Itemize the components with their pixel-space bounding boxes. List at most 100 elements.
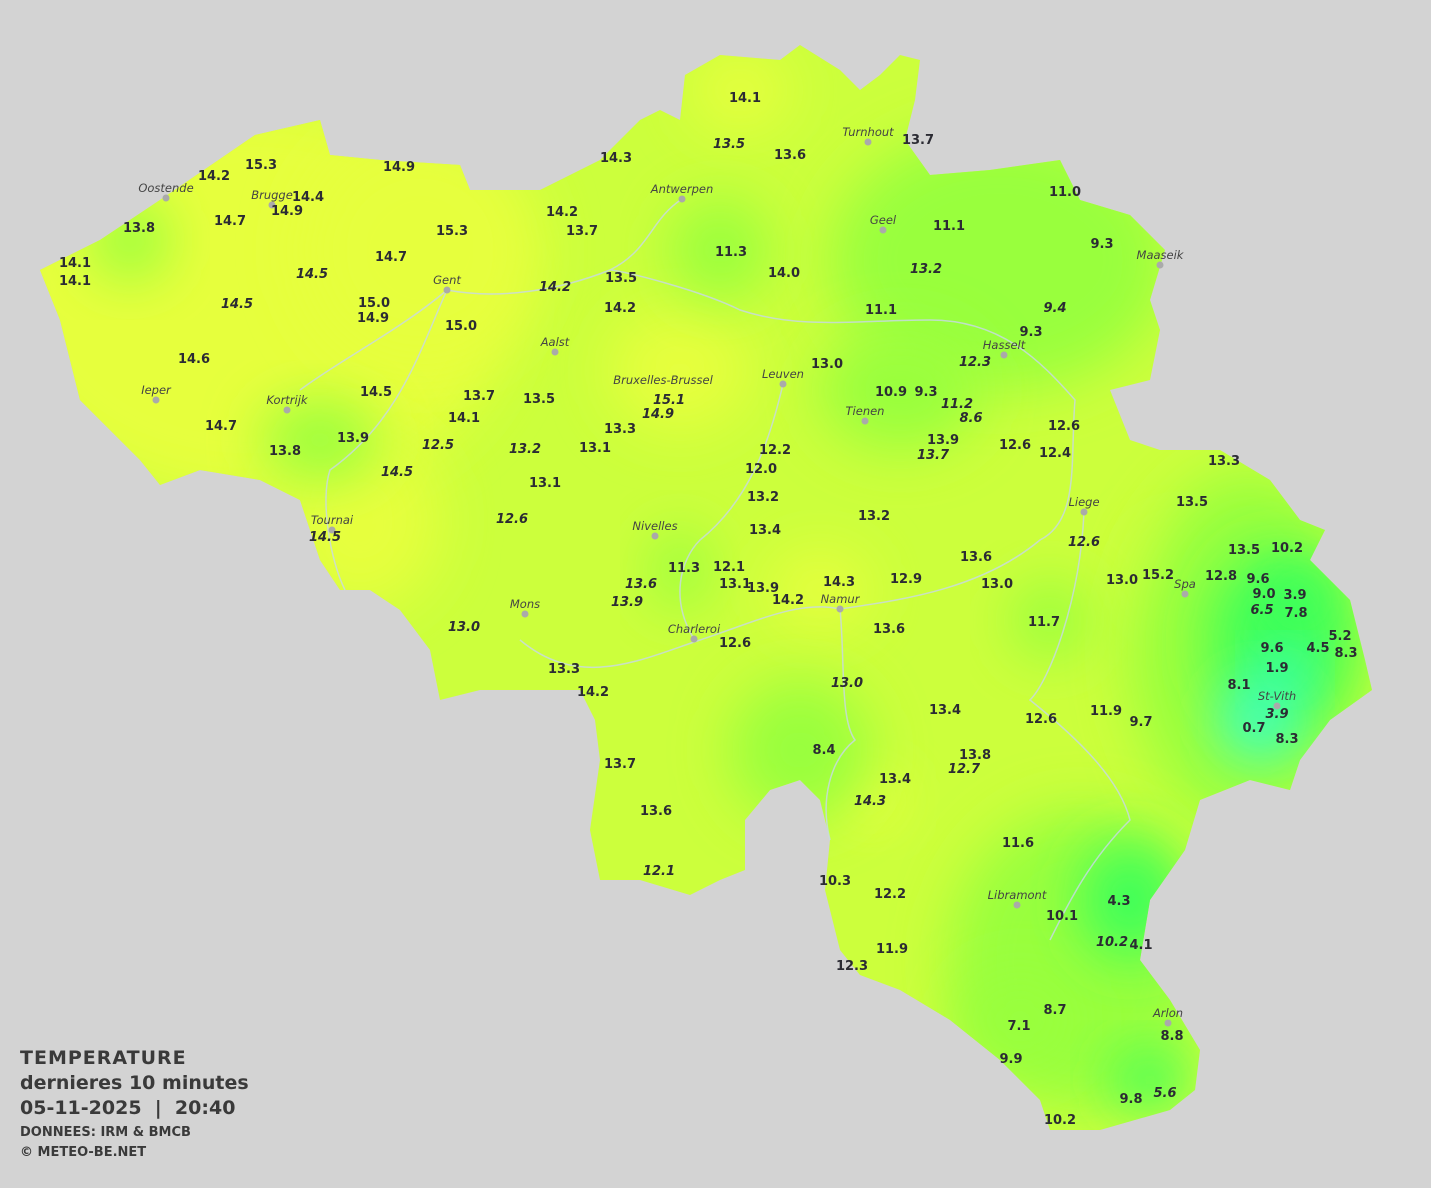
- temperature-reading: 13.2: [508, 442, 542, 457]
- city-label: Ieper: [141, 383, 171, 397]
- temperature-reading: 11.9: [1089, 704, 1123, 719]
- temperature-reading: 12.9: [889, 572, 923, 587]
- temperature-reading: 11.1: [932, 219, 966, 234]
- temperature-reading: 13.2: [857, 509, 891, 524]
- temperature-reading: 13.3: [603, 422, 637, 437]
- temperature-reading: 12.2: [758, 443, 792, 458]
- temperature-reading: 15.2: [1141, 568, 1175, 583]
- temperature-reading: 10.1: [1045, 909, 1079, 924]
- temperature-reading: 13.9: [746, 581, 780, 596]
- contour-zone: [90, 200, 170, 280]
- contour-zone: [260, 400, 380, 480]
- city-label: Kortrijk: [266, 393, 308, 407]
- temperature-reading: 13.0: [830, 676, 864, 691]
- temperature-reading: 11.6: [1001, 836, 1035, 851]
- temperature-reading: 13.0: [447, 620, 481, 635]
- temperature-reading: 12.6: [718, 636, 752, 651]
- temperature-reading: 13.6: [872, 622, 906, 637]
- city-marker: [152, 396, 160, 404]
- temperature-reading: 13.7: [565, 224, 599, 239]
- temperature-reading: 14.2: [771, 593, 805, 608]
- temperature-reading: 8.3: [1334, 646, 1358, 661]
- temperature-reading: 13.4: [878, 772, 912, 787]
- temperature-reading: 14.2: [576, 685, 610, 700]
- temperature-reading: 14.2: [545, 205, 579, 220]
- temperature-reading: 8.3: [1275, 732, 1299, 747]
- city-label: Charleroi: [667, 622, 721, 636]
- contour-zone: [770, 550, 870, 630]
- temperature-reading: 14.1: [447, 411, 481, 426]
- temperature-reading: 14.2: [197, 169, 231, 184]
- contour-zone: [1260, 650, 1310, 690]
- temperature-reading: 12.5: [421, 438, 455, 453]
- city-marker: [551, 348, 559, 356]
- temperature-reading: 12.1: [642, 864, 676, 879]
- temperature-reading: 12.2: [873, 887, 907, 902]
- city-label: Namur: [820, 592, 860, 606]
- temperature-reading: 13.5: [604, 271, 638, 286]
- contour-zone: [300, 130, 540, 370]
- temperature-reading: 8.1: [1227, 678, 1251, 693]
- temperature-reading: 13.6: [639, 804, 673, 819]
- temperature-reading: 4.3: [1107, 894, 1131, 909]
- city-marker: [690, 635, 698, 643]
- city-label: Turnhout: [842, 125, 894, 139]
- temperature-reading: 11.9: [875, 942, 909, 957]
- temperature-reading: 14.1: [58, 274, 92, 289]
- temperature-reading: 13.1: [578, 441, 612, 456]
- city-label: Gent: [433, 273, 461, 287]
- temperature-reading: 5.6: [1153, 1086, 1177, 1101]
- temperature-reading: 14.6: [177, 352, 211, 367]
- temperature-reading: 11.3: [667, 561, 701, 576]
- temperature-reading: 14.0: [767, 266, 801, 281]
- city-label: Aalst: [540, 335, 570, 349]
- temperature-reading: 14.3: [822, 575, 856, 590]
- legend-title: TEMPERATURE: [20, 1047, 187, 1069]
- temperature-reading: 6.5: [1250, 603, 1274, 618]
- city-label: Liege: [1068, 495, 1100, 509]
- temperature-reading: 9.7: [1129, 715, 1153, 730]
- city-label: Bruxelles-Brussel: [613, 373, 713, 387]
- temperature-reading: 12.6: [1024, 712, 1058, 727]
- temperature-reading: 15.1: [652, 393, 686, 408]
- temperature-reading: 13.8: [958, 748, 992, 763]
- temperature-reading: 14.9: [382, 160, 416, 175]
- city-marker: [328, 526, 336, 534]
- contour-zone: [960, 970, 1080, 1070]
- temperature-reading: 14.9: [270, 204, 304, 219]
- temperature-reading: 14.7: [204, 419, 238, 434]
- temperature-reading: 14.2: [538, 280, 572, 295]
- temperature-reading: 13.0: [1105, 573, 1139, 588]
- city-label: Mons: [509, 597, 541, 611]
- temperature-reading: 14.7: [374, 250, 408, 265]
- temperature-reading: 14.5: [380, 465, 414, 480]
- temperature-reading: 4.5: [1306, 641, 1330, 656]
- city-marker: [864, 138, 872, 146]
- temperature-reading: 9.8: [1119, 1092, 1143, 1107]
- temperature-reading: 13.1: [528, 476, 562, 491]
- city-marker: [678, 195, 686, 203]
- temperature-reading: 12.1: [712, 560, 746, 575]
- contour-zone: [670, 200, 770, 300]
- temperature-reading: 13.9: [610, 595, 644, 610]
- legend-subtitle: dernieres 10 minutes: [20, 1072, 249, 1094]
- temperature-reading: 14.5: [220, 297, 254, 312]
- city-label: Nivelles: [632, 519, 678, 533]
- temperature-reading: 10.9: [874, 385, 908, 400]
- temperature-reading: 1.9: [1265, 661, 1289, 676]
- temperature-reading: 9.3: [1019, 325, 1043, 340]
- temperature-reading: 0.7: [1242, 721, 1266, 736]
- city-label: Hasselt: [982, 338, 1026, 352]
- temperature-reading: 12.6: [1067, 535, 1101, 550]
- temperature-reading: 14.7: [213, 214, 247, 229]
- city-marker: [1181, 590, 1189, 598]
- city-marker: [1273, 702, 1281, 710]
- temperature-reading: 9.9: [999, 1052, 1023, 1067]
- temperature-reading: 11.2: [940, 397, 974, 412]
- temperature-reading: 14.2: [603, 301, 637, 316]
- temperature-reading: 8.7: [1043, 1003, 1067, 1018]
- temperature-reading: 13.2: [746, 490, 780, 505]
- temperature-reading: 13.4: [928, 703, 962, 718]
- city-marker: [861, 417, 869, 425]
